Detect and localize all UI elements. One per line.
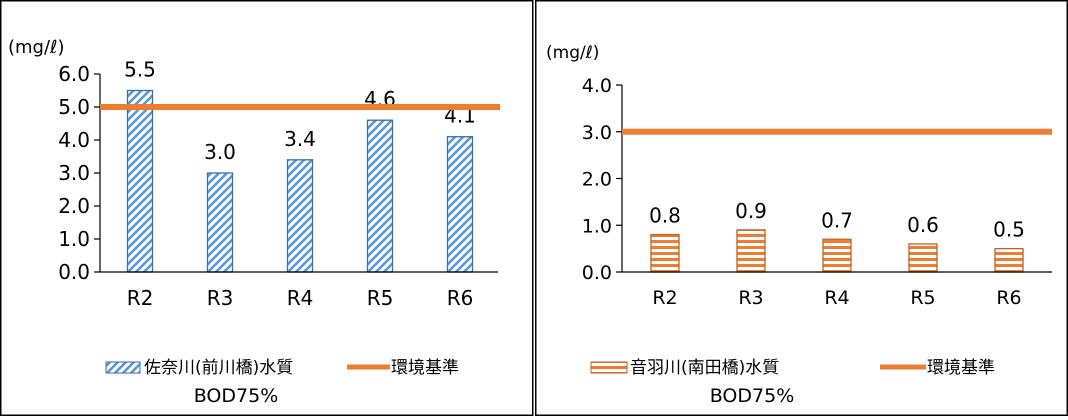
right-y-tick-label: 3.0	[582, 122, 612, 144]
right-category-label: R4	[824, 287, 849, 309]
right-y-tick-label: 0.0	[582, 262, 612, 284]
chart-right: (mg/ℓ) 0.0 1.0 2.0 3.0 4.0 0.8 0.9 0.7 0.6 0.5 R…	[546, 43, 1052, 407]
left-legend-series: 佐奈川(前川橋)水質	[144, 358, 293, 378]
right-category-label: R3	[738, 287, 763, 309]
left-unit-label: (mg/ℓ)	[8, 37, 65, 58]
right-data-label: 0.8	[649, 204, 681, 228]
left-data-label: 3.0	[204, 140, 236, 164]
left-y-tick-label: 2.0	[58, 194, 90, 218]
left-bar	[126, 89, 154, 273]
right-legend-swatch	[590, 361, 628, 374]
right-unit-label: (mg/ℓ)	[546, 43, 599, 63]
right-category-label: R2	[652, 287, 677, 309]
right-bar	[822, 238, 852, 273]
left-bar	[446, 136, 474, 273]
left-category-label: R3	[207, 286, 234, 310]
right-category-label: R5	[910, 287, 935, 309]
right-legend-caption: BOD75%	[710, 385, 795, 407]
left-data-label: 5.5	[124, 58, 156, 82]
chart-right-border	[535, 0, 1068, 416]
left-bar	[206, 172, 234, 273]
chart-left: (mg/ℓ) 0.01.02.03.04.05.06.0 5.53.03.44.…	[8, 37, 500, 407]
left-y-tick-label: 5.0	[58, 95, 90, 119]
right-bar	[908, 243, 938, 273]
right-data-label: 0.7	[821, 208, 853, 232]
left-legend-caption: BOD75%	[194, 385, 279, 407]
left-y-tick-label: 4.0	[58, 128, 90, 152]
left-y-tick-label: 1.0	[58, 227, 90, 251]
left-data-label: 3.4	[284, 127, 316, 151]
left-y-tick-label: 0.0	[58, 260, 90, 284]
left-category-label: R6	[447, 286, 474, 310]
right-category-label: R6	[996, 287, 1021, 309]
right-bar	[736, 229, 766, 273]
left-category-label: R2	[127, 286, 154, 310]
right-bar	[994, 247, 1024, 273]
right-y-tick-label: 4.0	[582, 75, 612, 97]
right-data-label: 0.9	[735, 199, 767, 223]
left-category-label: R5	[367, 286, 394, 310]
left-y-tick-label: 6.0	[58, 62, 90, 86]
left-bar	[366, 119, 394, 273]
right-legend-series: 音羽川(南田橋)水質	[630, 358, 779, 378]
left-category-label: R4	[287, 286, 314, 310]
left-bar	[286, 159, 314, 273]
left-legend-standard: 環境基準	[391, 358, 459, 378]
right-y-tick-label: 1.0	[582, 215, 612, 237]
right-bar	[650, 233, 680, 273]
right-data-label: 0.6	[907, 213, 939, 237]
right-y-tick-label: 2.0	[582, 169, 612, 191]
left-y-tick-label: 3.0	[58, 161, 90, 185]
left-legend-swatch	[105, 361, 141, 374]
chart-left-border	[0, 0, 534, 416]
right-legend-standard: 環境基準	[927, 358, 995, 378]
right-data-label: 0.5	[993, 218, 1025, 242]
